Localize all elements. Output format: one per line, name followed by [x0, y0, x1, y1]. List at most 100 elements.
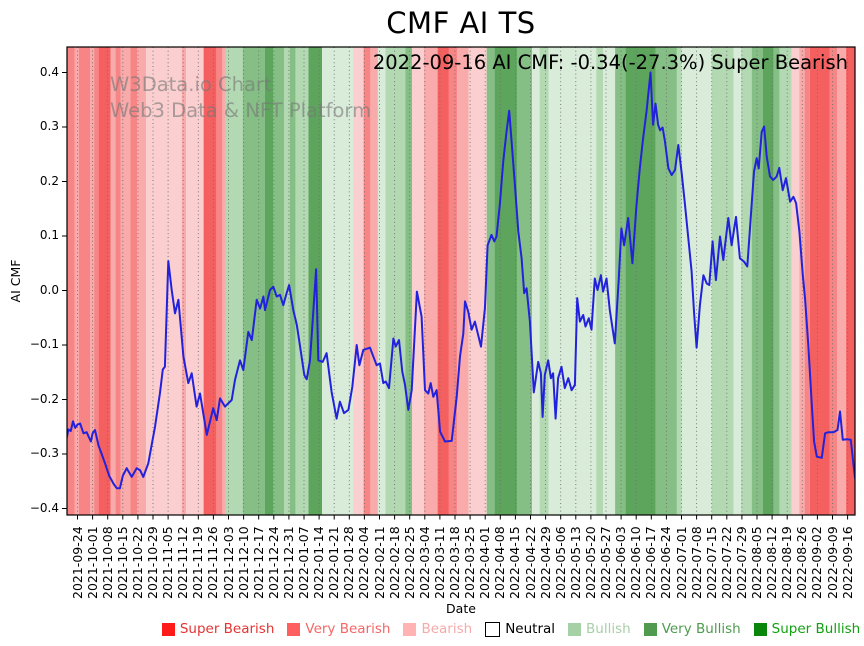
x-tick-label: 2021-11-05	[160, 526, 176, 599]
sentiment-band-bullish	[225, 47, 243, 515]
legend-item-bearish: Bearish	[403, 621, 472, 637]
x-tick-label: 2022-05-20	[582, 526, 598, 599]
sentiment-band-bearish	[424, 47, 438, 515]
sentiment-band-very_bearish	[130, 47, 138, 515]
sentiment-band-very_bullish	[751, 47, 763, 515]
plot-border	[66, 46, 856, 516]
sentiment-band-bullish_pale	[733, 47, 742, 515]
legend-item-very-bullish: Very Bullish	[643, 621, 741, 637]
legend-item-neutral: Neutral	[485, 621, 555, 637]
very-bearish-label: Very Bearish	[305, 621, 391, 637]
sentiment-band-very_bearish	[216, 47, 223, 515]
very-bullish-label: Very Bullish	[661, 621, 741, 637]
y-axis-label: AI CMF	[8, 259, 23, 303]
y-tick-label: −0.2	[29, 391, 59, 406]
x-tick-label: 2022-08-19	[779, 526, 795, 599]
sentiment-band-very_bullish	[273, 47, 285, 515]
x-tick-label: 2022-05-27	[598, 526, 613, 599]
sentiment-band-bearish_pale	[353, 47, 364, 515]
x-tick-label: 2022-06-10	[628, 526, 644, 599]
x-tick-label: 2022-03-04	[416, 526, 432, 599]
sentiment-band-very_bullish	[615, 47, 626, 515]
x-tick-label: 2022-04-01	[477, 526, 493, 599]
y-tick-label: 0.0	[39, 282, 59, 297]
sentiment-band-very_bullish	[405, 47, 412, 515]
sentiment-band-super_bullish	[494, 47, 517, 515]
sentiment-band-very_bullish	[516, 47, 532, 515]
sentiment-band-super_bearish	[846, 47, 855, 515]
sentiment-band-bearish	[799, 47, 805, 515]
x-tick-label: 2022-09-16	[839, 526, 855, 599]
super-bullish-label: Super Bullish	[771, 621, 861, 637]
latest-value-annotation: 2022-09-16 AI CMF: -0.34(-27.3%) Super B…	[372, 51, 848, 74]
sentiment-band-very_bullish	[486, 47, 495, 515]
super-bearish-label: Super Bearish	[179, 621, 275, 637]
x-tick-label: 2021-11-19	[190, 526, 206, 599]
y-tick-label: 0.4	[39, 64, 59, 79]
sentiment-band-bullish	[677, 47, 682, 515]
sentiment-band-super_bearish	[203, 47, 217, 515]
sentiment-band-bearish	[222, 47, 226, 515]
x-tick-label: 2022-09-02	[809, 526, 825, 599]
x-tick-label: 2022-09-09	[824, 526, 840, 599]
sentiment-band-very_bearish	[67, 47, 75, 515]
x-tick-label: 2022-06-03	[613, 526, 629, 599]
sentiment-band-bearish	[74, 47, 79, 515]
sentiment-band-very_bearish	[94, 47, 99, 515]
sentiment-band-very_bearish	[115, 47, 121, 515]
x-axis-label: Date	[446, 601, 476, 616]
x-tick-label: 2021-10-15	[114, 526, 130, 599]
sentiment-band-bearish_pale	[468, 47, 487, 515]
y-tick-label: 0.3	[39, 119, 59, 133]
bearish-swatch-icon	[403, 622, 417, 636]
sentiment-band-bearish_pale	[791, 47, 800, 515]
x-tick-label: 2022-08-26	[794, 526, 810, 599]
bullish-swatch-icon	[568, 622, 582, 636]
sentiment-band-bearish	[837, 47, 847, 515]
sentiment-band-bearish	[110, 47, 116, 515]
sentiment-band-super_bearish	[98, 47, 111, 515]
sentiment-band-very_bullish	[773, 47, 780, 515]
sentiment-band-very_bullish	[289, 47, 296, 515]
legend-item-very-bearish: Very Bearish	[287, 621, 390, 637]
sentiment-band-very_bearish	[804, 47, 810, 515]
sentiment-band-bullish	[539, 47, 549, 515]
x-tick-label: 2022-01-28	[341, 526, 357, 599]
watermark: W3Data.io Chart Web3 Data & NFT Platform	[110, 72, 371, 124]
x-tick-label: 2021-12-24	[265, 526, 281, 599]
sentiment-band-bearish	[90, 47, 95, 515]
sentiment-band-super_bearish	[437, 47, 449, 515]
sentiment-band-bullish_pale	[603, 47, 616, 515]
bearish-label: Bearish	[421, 621, 473, 637]
x-tick-label: 2022-08-12	[764, 526, 780, 599]
x-tick-label: 2021-10-22	[129, 526, 145, 599]
x-tick-label: 2021-10-29	[145, 526, 160, 599]
x-tick-label: 2021-09-24	[69, 526, 85, 599]
sentiment-band-bearish	[137, 47, 147, 515]
legend-item-super-bearish: Super Bearish	[161, 621, 275, 637]
x-tick-label: 2021-12-17	[250, 526, 266, 599]
x-tick-label: 2021-11-26	[205, 526, 221, 599]
neutral-swatch-icon	[485, 621, 501, 637]
y-tick-label: −0.1	[29, 337, 59, 351]
x-tick-label: 2022-05-13	[567, 526, 583, 599]
x-tick-label: 2022-07-15	[703, 526, 719, 599]
x-tick-label: 2022-07-01	[673, 526, 689, 599]
x-tick-label: 2022-01-21	[326, 526, 342, 599]
sentiment-band-bullish	[741, 47, 752, 515]
sentiment-band-very_bearish	[449, 47, 458, 515]
y-tick-label: 0.2	[39, 173, 59, 188]
x-tick-label: 2022-03-11	[431, 526, 447, 599]
x-tick-label: 2022-04-15	[507, 526, 523, 599]
x-tick-label: 2021-10-08	[99, 526, 115, 599]
sentiment-band-bearish_pale	[412, 47, 425, 515]
x-tick-label: 2022-07-29	[733, 526, 749, 599]
x-tick-label: 2022-04-22	[522, 526, 538, 599]
sentiment-band-super_bearish	[809, 47, 830, 515]
x-tick-label: 2022-04-08	[492, 526, 508, 599]
x-tick-label: 2022-05-06	[552, 526, 568, 599]
x-tick-label: 2022-02-11	[371, 526, 387, 599]
legend-item-super-bullish: Super Bullish	[753, 621, 861, 637]
sentiment-band-very_bearish	[363, 47, 371, 515]
